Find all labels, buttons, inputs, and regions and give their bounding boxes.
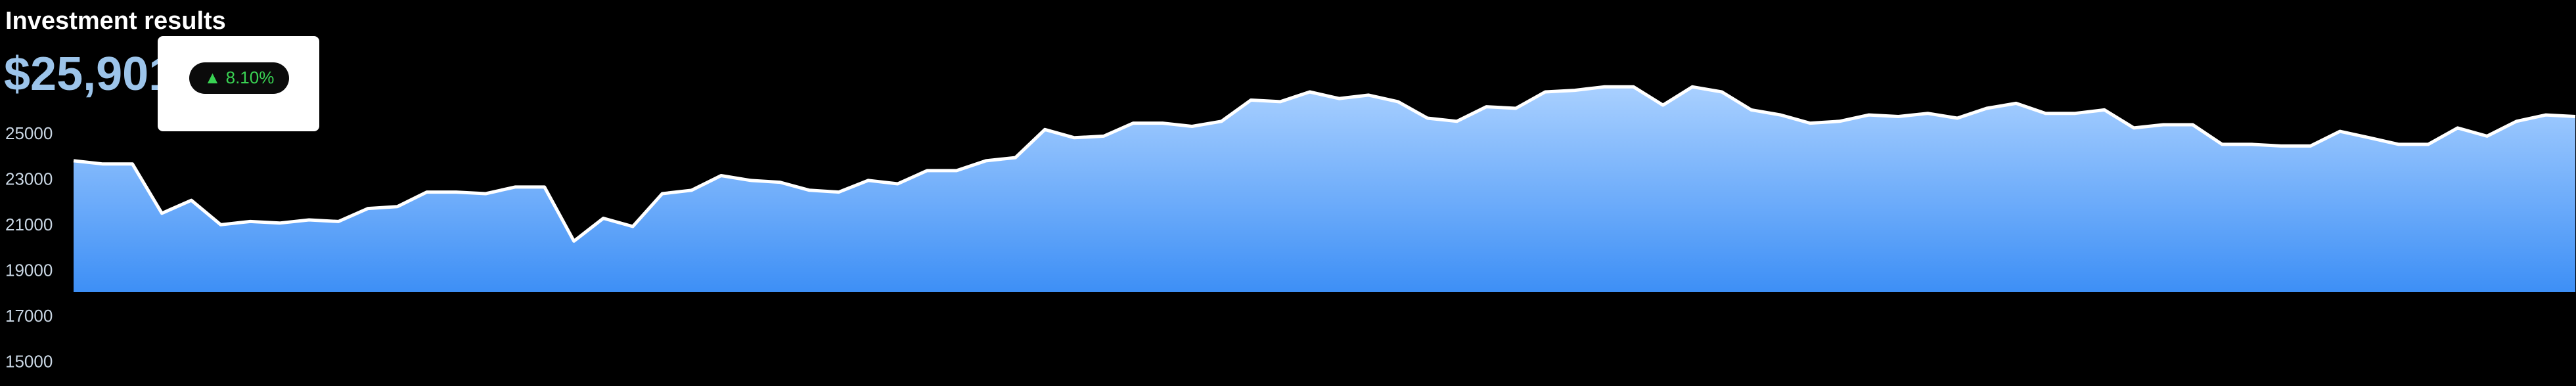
- total-value: $25,901: [4, 48, 175, 100]
- area-line: [73, 85, 2576, 243]
- y-tick-label: 17000: [5, 306, 53, 326]
- change-badge: [189, 62, 289, 94]
- y-tick-label: 23000: [5, 169, 53, 188]
- area-fill: [74, 87, 2575, 293]
- y-tick-label: 19000: [5, 260, 53, 280]
- title: Investment results: [5, 7, 226, 35]
- y-tick-label: 21000: [5, 215, 53, 234]
- change-text: ▲ 8.10%: [204, 68, 275, 87]
- plot: 25000 23000 21000 19000 17000 15000: [5, 85, 2576, 371]
- y-tick-label: 15000: [5, 351, 53, 371]
- y-tick-label: 25000: [5, 123, 53, 143]
